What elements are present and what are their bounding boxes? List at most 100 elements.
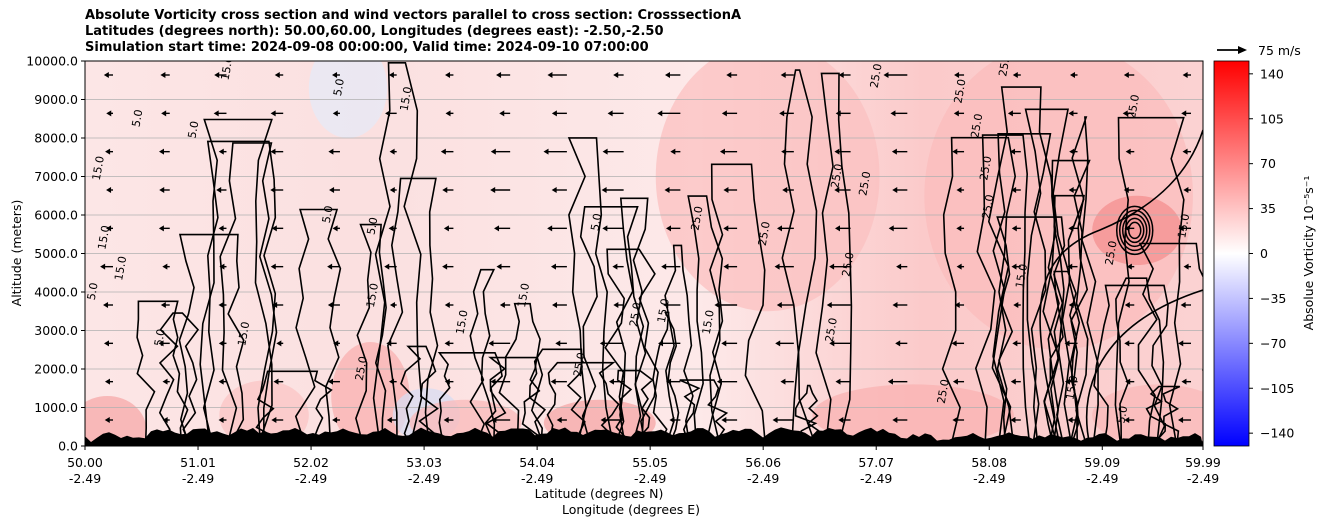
x-tick-label-longitude: -2.49 bbox=[1086, 471, 1118, 486]
contour-line bbox=[794, 384, 823, 446]
wind-vector-head bbox=[1070, 72, 1076, 78]
wind-vector-head bbox=[385, 110, 391, 117]
colorbar-gradient bbox=[1213, 60, 1250, 447]
x-tick-label-latitude: 53.03 bbox=[406, 455, 442, 470]
x-tick-label-longitude: -2.49 bbox=[747, 471, 779, 486]
wind-vector-head bbox=[389, 187, 395, 193]
wind-vector-head bbox=[1122, 110, 1128, 117]
quiver-key-label: 75 m/s bbox=[1258, 43, 1301, 58]
contour-label: 5.0 bbox=[588, 212, 604, 231]
wind-vector-head bbox=[1068, 225, 1074, 232]
wind-vector-head bbox=[601, 187, 607, 193]
wind-vector-head bbox=[670, 148, 676, 155]
wind-vector-head bbox=[442, 263, 448, 270]
wind-vector-head bbox=[951, 340, 957, 347]
contour-line bbox=[546, 361, 620, 446]
wind-vector-head bbox=[772, 417, 778, 423]
wind-vector-head bbox=[838, 72, 844, 78]
wind-vector-head bbox=[721, 417, 727, 423]
contour-label: 5.0 bbox=[130, 108, 146, 127]
wind-vector-head bbox=[161, 110, 167, 117]
wind-vector-head bbox=[721, 110, 727, 117]
wind-vector-head bbox=[1124, 417, 1130, 423]
wind-vector-head bbox=[104, 417, 110, 423]
wind-vector-head bbox=[444, 302, 450, 308]
wind-vector-head bbox=[547, 72, 553, 78]
wind-vector-head bbox=[270, 110, 276, 117]
contour-line bbox=[941, 136, 1017, 446]
vorticity-patch bbox=[85, 395, 147, 446]
chart-title-line-2: Latitudes (degrees north): 50.00,60.00, … bbox=[85, 24, 664, 39]
wind-vector-head bbox=[1068, 110, 1074, 117]
contour-label: 15.0 bbox=[235, 321, 252, 347]
chart-title-line-1: Absolute Vorticity cross section and win… bbox=[85, 8, 742, 23]
contour-label: 15.0 bbox=[219, 55, 236, 81]
wind-vector-head bbox=[444, 378, 450, 385]
wind-vector-head bbox=[490, 148, 496, 155]
x-tick-label-latitude: 57.07 bbox=[858, 455, 894, 470]
wind-vector-head bbox=[723, 187, 729, 193]
x-tick-label-longitude: -2.49 bbox=[521, 471, 553, 486]
wind-vector-head bbox=[1178, 340, 1184, 347]
y-tick-label: 5000.0 bbox=[34, 246, 78, 261]
wind-vector-head bbox=[550, 378, 556, 385]
y-tick-label: 1000.0 bbox=[34, 400, 78, 415]
wind-vector-head bbox=[218, 417, 224, 423]
contour-line bbox=[158, 312, 200, 446]
wind-vector-head bbox=[890, 110, 896, 117]
contour-label: 25.0 bbox=[980, 194, 997, 220]
contour-label: 5.0 bbox=[186, 120, 202, 139]
y-tick-label: 2000.0 bbox=[34, 362, 78, 377]
wind-vector-head bbox=[272, 302, 278, 308]
x-tick-label-latitude: 56.06 bbox=[745, 455, 781, 470]
wind-vector-head bbox=[214, 72, 220, 78]
contour-label: 25.0 bbox=[823, 317, 840, 343]
wind-vector-head bbox=[388, 225, 394, 232]
x-tick-label-longitude: -2.49 bbox=[295, 471, 327, 486]
contour-line bbox=[664, 244, 694, 446]
wind-vector-head bbox=[444, 340, 450, 347]
contour-label: 15.0 bbox=[700, 309, 717, 335]
contour-line bbox=[199, 118, 273, 446]
x-tick-label-latitude: 58.08 bbox=[971, 455, 1007, 470]
wind-vector-head bbox=[1124, 225, 1130, 232]
y-tick-label: 3000.0 bbox=[34, 323, 78, 338]
wind-vector-head bbox=[384, 263, 390, 270]
contour-line bbox=[567, 137, 615, 446]
wind-vector-head bbox=[333, 340, 339, 347]
x-tick-label-latitude: 59.99 bbox=[1185, 455, 1221, 470]
contour-label: 15.0 bbox=[95, 224, 112, 250]
contour-label: 5.0 bbox=[331, 78, 347, 97]
y-tick-label: 7000.0 bbox=[34, 169, 78, 184]
contour-line bbox=[387, 177, 439, 446]
colorbar-tick-label: 70 bbox=[1260, 156, 1276, 171]
wind-vector-head bbox=[386, 340, 392, 347]
wind-vector-head bbox=[494, 225, 500, 232]
wind-vector-head bbox=[775, 340, 781, 347]
contour-line bbox=[991, 133, 1052, 446]
wind-vector-head bbox=[953, 110, 959, 117]
contour-line bbox=[372, 62, 423, 446]
wind-vector-head bbox=[219, 263, 225, 270]
wind-vector-head bbox=[105, 148, 111, 155]
contour-line bbox=[1053, 194, 1089, 446]
wind-vector-head bbox=[1126, 263, 1132, 270]
wind-vector-head bbox=[1181, 110, 1187, 117]
wind-vector-head bbox=[834, 187, 840, 193]
wind-vector-head bbox=[555, 340, 561, 347]
wind-vector-head bbox=[1068, 187, 1074, 193]
wind-vector-head bbox=[782, 187, 788, 193]
wind-vector-head bbox=[883, 72, 889, 78]
colorbar-tick-label: −35 bbox=[1260, 291, 1286, 306]
colorbar-label: Absolue Vorticity 10⁻⁵s⁻¹ bbox=[1301, 176, 1316, 331]
contour-label: 25.0 bbox=[952, 78, 969, 104]
contour-line bbox=[709, 163, 767, 446]
wind-vector-head bbox=[666, 378, 672, 385]
x-tick-label-longitude: -2.49 bbox=[1187, 471, 1219, 486]
wind-vector-head bbox=[389, 378, 395, 385]
contour-line bbox=[687, 195, 724, 446]
contour-line bbox=[294, 208, 342, 446]
wind-vector-head bbox=[599, 340, 605, 347]
wind-vector-head bbox=[213, 110, 219, 117]
